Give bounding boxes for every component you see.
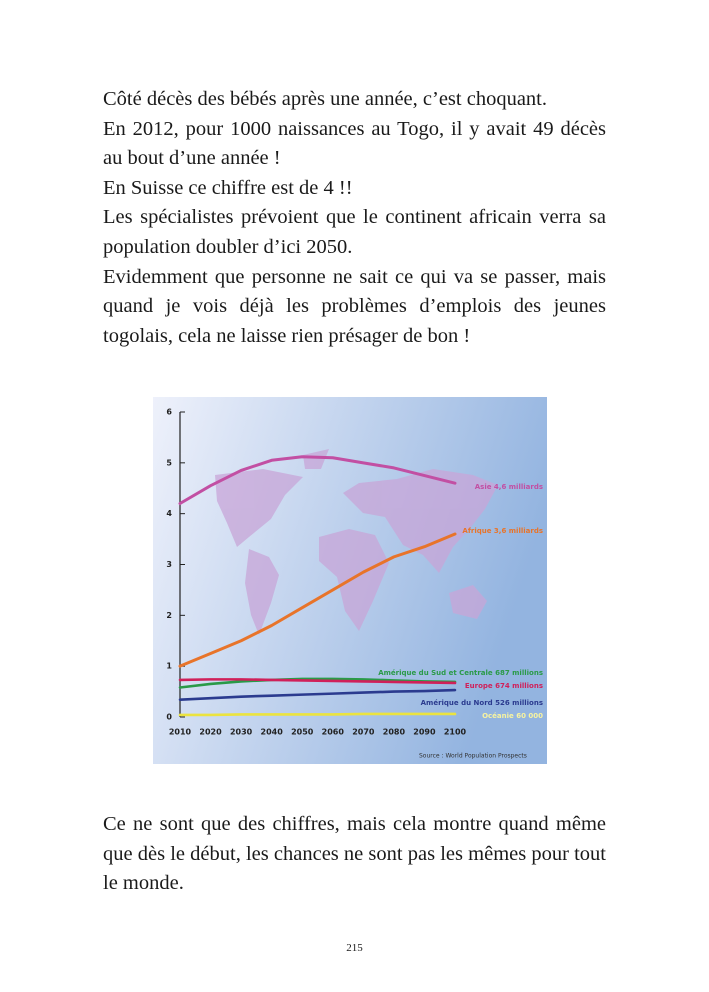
y-tick-label: 3 [166,560,172,569]
series-label: Europe 674 millions [465,682,543,690]
y-tick-label: 4 [166,509,172,518]
text-block: Ce ne sont que des chiffres, mais cela m… [103,810,606,899]
y-tick-label: 6 [166,408,172,417]
paragraph: Ce ne sont que des chiffres, mais cela m… [103,813,606,895]
paragraph: En 2012, pour 1000 naissances au Togo, i… [103,117,606,170]
series-label: Amérique du Nord 526 millions [421,699,543,707]
x-tick-label: 2030 [230,728,253,737]
x-tick-label: 2070 [352,728,375,737]
y-tick-label: 0 [166,713,172,722]
series-label: Afrique 3,6 milliards [462,527,543,535]
x-tick-label: 2050 [291,728,314,737]
x-tick-label: 2080 [383,728,406,737]
x-tick-label: 2100 [444,728,467,737]
series-label: Amérique du Sud et Centrale 687 millions [378,669,543,677]
y-tick-label: 5 [166,458,172,467]
chart: Source : World Population Prospects 0 1 2 3… [153,397,547,764]
y-tick-label: 2 [166,611,172,620]
y-tick-label: 1 [166,662,172,671]
x-tick-label: 2090 [413,728,436,737]
series-label: Asie 4,6 milliards [475,483,543,491]
x-tick-label: 2060 [322,728,345,737]
chart-source: Source : World Population Prospects [419,753,527,760]
paragraph: En Suisse ce chiffre est de 4 !! [103,176,353,199]
x-tick-label: 2020 [199,728,222,737]
world-map [215,449,498,635]
series-line [178,455,457,505]
x-tick-label: 2010 [169,728,192,737]
series-line [178,688,457,702]
text-block: Côté décès des bébés après une année, c’… [103,85,606,351]
series-line [178,712,457,717]
x-tick-label: 2040 [261,728,284,737]
paragraph: Côté décès des bébés après une année, c’… [103,88,547,110]
page-number: 215 [346,942,363,954]
paragraph: Les spécialistes prévoient que le contin… [103,206,606,258]
series-label: Océanie 60 000 [482,712,543,720]
paragraph: Evidemment que personne ne sait ce qui v… [103,265,606,347]
series-line [178,678,457,685]
series-line [178,532,457,668]
